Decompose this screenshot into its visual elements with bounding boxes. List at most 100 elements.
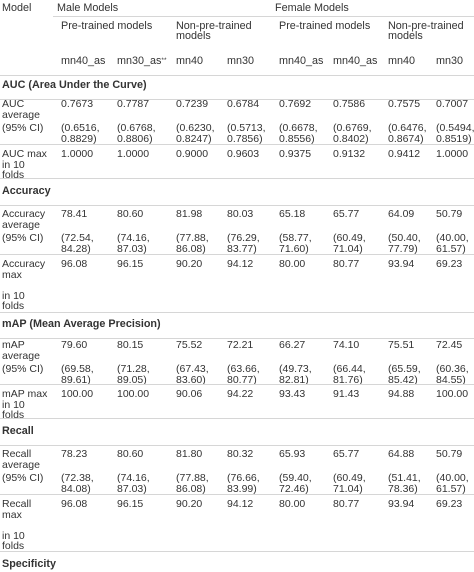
row-label: average: [2, 108, 40, 121]
header-male-nonpretrained-2: models: [176, 30, 211, 42]
col-header: mn30_as**: [117, 55, 167, 67]
cell-ci: (0.6230,: [176, 122, 215, 134]
header-female-nonpretrained-1: Non-pre-trained: [388, 20, 464, 32]
col-header: mn40_as: [279, 55, 324, 67]
cell-max: 69.23: [436, 258, 463, 270]
row-label: in 10: [2, 158, 25, 171]
cell-ci: (76.29,: [227, 232, 260, 244]
row-label: mAP max: [2, 388, 48, 400]
row-label: Recall: [2, 498, 32, 510]
row-label: (95% CI): [2, 122, 44, 134]
cell-max: 96.15: [117, 258, 144, 270]
cell-max: 1.0000: [117, 148, 150, 160]
header-female-nonpretrained-2: models: [388, 30, 423, 42]
cell-ci: (49.73,: [279, 363, 312, 375]
cell-ci: (40.00,: [436, 472, 469, 484]
cell-ci: 89.05): [117, 373, 147, 386]
cell-ci: (77.88,: [176, 232, 209, 244]
cell-average: 81.80: [176, 448, 203, 460]
cell-ci: (0.6678,: [279, 122, 318, 134]
cell-average: 72.45: [436, 339, 463, 351]
cell-max: 90.20: [176, 258, 203, 270]
cell-ci: 71.60): [279, 242, 309, 255]
cell-average: 80.32: [227, 448, 254, 460]
cell-ci: (0.6516,: [61, 122, 100, 134]
cell-average: 79.60: [61, 339, 88, 351]
cell-ci: 71.04): [333, 242, 363, 255]
cell-max: 80.77: [333, 258, 360, 270]
cell-max: 94.88: [388, 388, 415, 400]
header-male-pretrained: Pre-trained models: [61, 20, 153, 32]
row-label: max: [2, 268, 22, 281]
cell-ci: 0.8519): [436, 132, 472, 145]
section-title-map: mAP (Mean Average Precision): [2, 318, 161, 330]
row-divider: [0, 99, 474, 100]
cell-average: 65.93: [279, 448, 306, 460]
cell-ci: (59.40,: [279, 472, 312, 484]
cell-ci: 80.77): [227, 373, 257, 386]
cell-ci: 72.46): [279, 482, 309, 495]
row-label: folds: [2, 169, 25, 181]
cell-ci: (50.40,: [388, 232, 421, 244]
cell-average: 80.15: [117, 339, 144, 351]
section-title-accuracy: Accuracy: [2, 185, 51, 197]
header-male-nonpretrained-1: Non-pre-trained: [176, 20, 252, 32]
row-divider: [0, 384, 474, 385]
cell-average: 80.60: [117, 208, 144, 220]
cell-average: 0.7007: [436, 98, 469, 110]
cell-average: 64.09: [388, 208, 415, 220]
cell-ci: 83.60): [176, 373, 206, 386]
row-divider: [0, 178, 474, 179]
row-label: AUC: [2, 98, 25, 110]
row-label: in 10: [2, 529, 25, 542]
cell-max: 96.08: [61, 258, 88, 270]
cell-ci: 89.61): [61, 373, 91, 386]
header-model: Model: [2, 2, 32, 14]
cell-average: 80.60: [117, 448, 144, 460]
cell-average: 0.7239: [176, 98, 209, 110]
cell-ci: 84.28): [61, 242, 91, 255]
cell-max: 1.0000: [436, 148, 469, 160]
row-divider: [0, 551, 474, 552]
row-divider: [0, 254, 474, 255]
cell-average: 0.6784: [227, 98, 260, 110]
section-title-specificity: Specificity: [2, 558, 57, 570]
cell-ci: 0.8806): [117, 132, 153, 145]
cell-average: 80.03: [227, 208, 254, 220]
cell-ci: 82.81): [279, 373, 309, 386]
cell-max: 93.94: [388, 258, 415, 270]
cell-ci: 84.08): [61, 482, 91, 495]
cell-average: 0.7692: [279, 98, 312, 110]
cell-ci: 84.55): [436, 373, 466, 386]
cell-ci: 87.03): [117, 242, 147, 255]
cell-max: 80.00: [279, 258, 306, 270]
cell-ci: (0.6768,: [117, 122, 156, 134]
row-label: in 10: [2, 398, 25, 411]
cell-max: 94.22: [227, 388, 254, 400]
row-label: average: [2, 349, 40, 362]
cell-ci: (71.28,: [117, 363, 150, 375]
cell-max: 0.9000: [176, 148, 209, 160]
cell-max: 100.00: [61, 388, 94, 400]
row-divider: [0, 445, 474, 446]
row-label: folds: [2, 300, 25, 312]
row-label: folds: [2, 409, 25, 421]
cell-ci: 71.04): [333, 482, 363, 495]
row-label: (95% CI): [2, 472, 44, 484]
cell-max: 0.9603: [227, 148, 260, 160]
row-label: mAP: [2, 339, 25, 351]
cell-ci: (58.77,: [279, 232, 312, 244]
cell-ci: (0.6769,: [333, 122, 372, 134]
cell-average: 0.7673: [61, 98, 94, 110]
cell-ci: 86.08): [176, 242, 206, 255]
cell-ci: 61.57): [436, 242, 466, 255]
cell-ci: (60.49,: [333, 472, 366, 484]
row-label: (95% CI): [2, 363, 44, 375]
row-label: Accuracy: [2, 208, 46, 220]
cell-max: 80.77: [333, 498, 360, 510]
cell-average: 50.79: [436, 448, 463, 460]
row-divider: [0, 205, 474, 206]
row-divider: [0, 312, 474, 313]
row-label: folds: [2, 540, 25, 552]
cell-average: 75.51: [388, 339, 415, 351]
